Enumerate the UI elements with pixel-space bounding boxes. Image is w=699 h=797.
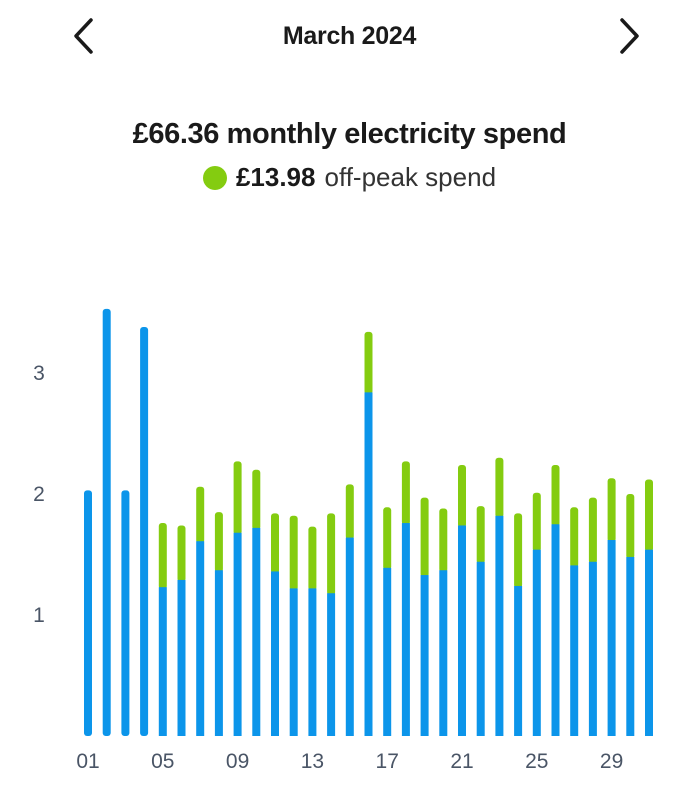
bar-peak-18	[401, 523, 410, 736]
next-month-button[interactable]	[607, 14, 651, 58]
bar-offpeak-27	[570, 507, 579, 568]
bar-offpeak-25	[532, 492, 541, 552]
month-title: March 2024	[282, 22, 417, 50]
chevron-left-icon	[74, 18, 93, 54]
x-tick-label: 05	[151, 750, 174, 773]
bar-offpeak-21	[458, 464, 466, 528]
bar-peak-26	[551, 524, 560, 736]
bar-offpeak-09	[233, 461, 242, 535]
y-tick-label: 3	[33, 362, 45, 385]
bar-peak-01	[84, 490, 92, 736]
bar-peak-09	[233, 532, 242, 736]
x-tick-label: 13	[301, 750, 324, 773]
bar-offpeak-20	[439, 508, 448, 573]
bar-peak-16	[364, 392, 373, 736]
x-tick-label: 17	[376, 750, 399, 773]
bar-peak-07	[196, 541, 205, 736]
x-tick-label: 09	[226, 750, 249, 773]
monthly-spend-summary: £66.36 monthly electricity spend	[132, 118, 567, 150]
bar-peak-31	[645, 549, 653, 736]
bar-peak-27	[570, 565, 579, 736]
bar-peak-06	[177, 579, 186, 736]
bar-offpeak-19	[420, 497, 429, 578]
offpeak-label: off-peak spend	[324, 162, 497, 192]
previous-month-button[interactable]	[62, 14, 106, 58]
bar-peak-30	[626, 556, 635, 736]
bar-offpeak-30	[626, 494, 635, 559]
bar-offpeak-22	[476, 506, 485, 564]
bar-offpeak-14	[327, 513, 336, 596]
bar-peak-08	[214, 570, 223, 736]
x-tick-label: 29	[600, 750, 623, 773]
bar-peak-11	[271, 571, 279, 736]
bar-offpeak-13	[308, 526, 317, 591]
offpeak-amount: £13.98	[235, 162, 316, 192]
bar-offpeak-08	[214, 512, 223, 573]
bar-peak-14	[327, 593, 336, 736]
bar-offpeak-28	[588, 497, 597, 564]
bar-peak-12	[289, 588, 298, 736]
bar-offpeak-23	[495, 457, 504, 518]
bar-peak-24	[514, 585, 523, 736]
bar-peak-17	[383, 567, 392, 736]
bar-offpeak-31	[645, 479, 653, 552]
offpeak-dot-icon	[202, 165, 227, 190]
bar-peak-21	[458, 525, 466, 736]
bar-peak-04	[140, 327, 149, 736]
bar-offpeak-26	[551, 464, 560, 527]
bar-peak-29	[607, 539, 616, 736]
bar-offpeak-07	[196, 486, 205, 544]
bar-peak-28	[588, 561, 597, 736]
bar-offpeak-11	[271, 513, 279, 574]
bar-peak-15	[345, 537, 354, 736]
bar-peak-20	[439, 570, 448, 736]
bar-offpeak-24	[514, 513, 523, 588]
bar-peak-10	[252, 527, 261, 736]
bar-peak-03	[121, 490, 130, 736]
bar-peak-13	[308, 588, 317, 736]
bar-offpeak-05	[158, 523, 167, 590]
bar-peak-05	[158, 587, 167, 736]
chevron-right-icon	[620, 18, 639, 54]
offpeak-summary: £13.98 off-peak spend	[0, 162, 699, 193]
y-tick-label: 2	[33, 483, 45, 506]
x-tick-label: 25	[525, 750, 548, 773]
bar-peak-19	[420, 575, 429, 736]
x-tick-label: 01	[76, 750, 99, 773]
bar-peak-23	[495, 515, 504, 736]
bar-offpeak-29	[607, 478, 616, 542]
bar-offpeak-18	[401, 461, 410, 526]
bar-offpeak-06	[177, 525, 186, 582]
bar-offpeak-10	[252, 469, 261, 530]
x-tick-label: 21	[450, 750, 473, 773]
y-tick-label: 1	[33, 604, 45, 627]
bar-offpeak-12	[289, 515, 298, 591]
bar-peak-22	[476, 561, 485, 736]
bar-peak-25	[532, 549, 541, 736]
bar-offpeak-16	[364, 331, 373, 395]
bar-offpeak-15	[345, 484, 354, 540]
bar-peak-02	[102, 308, 111, 736]
bar-offpeak-17	[383, 507, 392, 570]
